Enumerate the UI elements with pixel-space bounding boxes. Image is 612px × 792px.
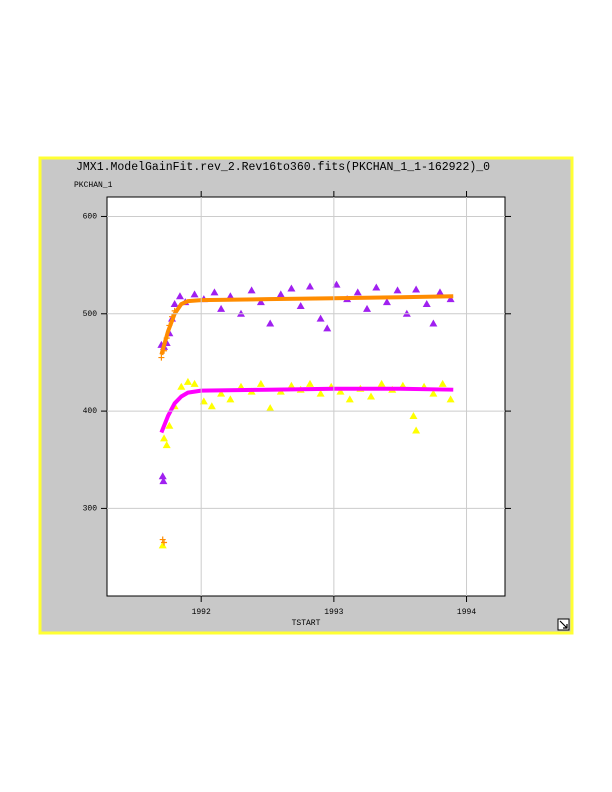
data-point bbox=[158, 541, 167, 549]
data-point bbox=[160, 434, 169, 442]
data-point bbox=[345, 395, 354, 403]
data-point bbox=[190, 379, 199, 387]
data-point bbox=[316, 389, 325, 397]
data-point bbox=[170, 300, 179, 308]
y-tick-label: 600 bbox=[83, 213, 98, 222]
data-point bbox=[266, 319, 275, 327]
data-point bbox=[316, 314, 325, 322]
model-point bbox=[158, 354, 165, 361]
data-point bbox=[287, 381, 296, 389]
data-point bbox=[287, 284, 296, 292]
data-point bbox=[429, 389, 438, 397]
y-axis-label: PKCHAN_1 bbox=[74, 181, 113, 190]
data-point bbox=[332, 280, 341, 288]
data-point bbox=[226, 292, 235, 300]
x-tick-label: 1994 bbox=[457, 608, 476, 617]
data-point bbox=[438, 379, 447, 387]
data-point bbox=[353, 288, 362, 296]
data-point bbox=[256, 379, 265, 387]
data-point bbox=[175, 292, 184, 300]
data-point bbox=[393, 286, 402, 294]
data-point bbox=[266, 404, 275, 412]
data-point bbox=[217, 389, 226, 397]
data-point bbox=[207, 402, 216, 410]
data-point bbox=[412, 285, 421, 293]
data-point bbox=[412, 426, 421, 434]
data-point bbox=[422, 300, 431, 308]
data-point bbox=[159, 477, 168, 485]
model-point bbox=[161, 539, 168, 546]
x-axis-label: TSTART bbox=[292, 619, 321, 628]
chart-title: JMX1.ModelGainFit.rev_2.Rev16to360.fits(… bbox=[76, 161, 490, 174]
data-point bbox=[377, 379, 386, 387]
data-point bbox=[323, 324, 332, 332]
data-point bbox=[336, 387, 345, 395]
model-point bbox=[159, 536, 166, 543]
data-point bbox=[217, 304, 226, 312]
data-point bbox=[363, 304, 372, 312]
y-tick-label: 400 bbox=[83, 407, 98, 416]
data-point bbox=[190, 290, 199, 298]
data-point bbox=[236, 382, 245, 390]
data-point bbox=[372, 283, 381, 291]
data-point bbox=[177, 382, 186, 390]
data-point bbox=[162, 441, 171, 449]
resize-arrow[interactable] bbox=[559, 620, 568, 629]
data-point bbox=[435, 288, 444, 296]
x-tick-label: 1992 bbox=[192, 608, 211, 617]
data-point bbox=[165, 421, 174, 429]
data-point bbox=[305, 282, 314, 290]
y-tick-label: 500 bbox=[83, 310, 98, 319]
data-point bbox=[446, 395, 455, 403]
data-point bbox=[409, 411, 418, 419]
data-point bbox=[296, 301, 305, 309]
data-point bbox=[199, 397, 208, 405]
data-point bbox=[183, 377, 192, 385]
data-point bbox=[247, 286, 256, 294]
fit-line bbox=[159, 386, 454, 434]
data-point bbox=[367, 392, 376, 400]
data-point bbox=[210, 288, 219, 296]
fit-line bbox=[159, 294, 454, 356]
data-point bbox=[305, 379, 314, 387]
y-tick-label: 300 bbox=[83, 505, 98, 514]
marks bbox=[157, 280, 455, 549]
data-point bbox=[276, 290, 285, 298]
data-point bbox=[429, 319, 438, 327]
data-point bbox=[226, 395, 235, 403]
resize-icon[interactable] bbox=[557, 618, 570, 631]
data-point bbox=[256, 298, 265, 306]
data-point bbox=[158, 472, 167, 480]
data-point bbox=[382, 298, 391, 306]
x-tick-label: 1993 bbox=[324, 608, 343, 617]
plot-area bbox=[106, 196, 506, 597]
data-point bbox=[446, 295, 455, 303]
